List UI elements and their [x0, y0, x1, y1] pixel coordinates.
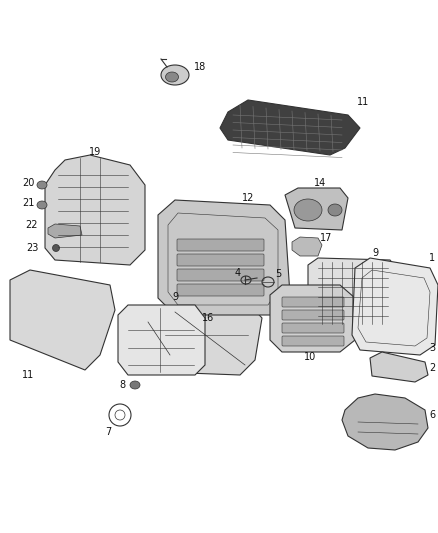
FancyBboxPatch shape [177, 254, 264, 266]
Ellipse shape [130, 381, 140, 389]
FancyBboxPatch shape [282, 336, 344, 346]
Polygon shape [292, 237, 322, 256]
Text: 9: 9 [372, 248, 378, 258]
Polygon shape [352, 258, 438, 355]
Text: 19: 19 [89, 147, 101, 157]
Text: 9: 9 [172, 292, 178, 302]
Polygon shape [10, 270, 115, 370]
Ellipse shape [53, 245, 60, 252]
FancyBboxPatch shape [177, 284, 264, 296]
FancyBboxPatch shape [177, 239, 264, 251]
Polygon shape [220, 100, 360, 155]
Text: 7: 7 [105, 427, 111, 437]
Ellipse shape [37, 201, 47, 209]
Polygon shape [270, 285, 355, 352]
Polygon shape [308, 258, 400, 328]
Text: 17: 17 [320, 233, 332, 243]
Text: 12: 12 [242, 193, 254, 203]
Polygon shape [158, 200, 290, 315]
Text: 5: 5 [275, 269, 281, 279]
Ellipse shape [328, 204, 342, 216]
Polygon shape [342, 394, 428, 450]
Text: 11: 11 [22, 370, 34, 380]
Text: 16: 16 [202, 313, 214, 323]
Text: 6: 6 [429, 410, 435, 420]
Polygon shape [118, 305, 205, 375]
Text: 8: 8 [119, 380, 125, 390]
FancyBboxPatch shape [282, 297, 344, 307]
Text: 4: 4 [235, 268, 241, 278]
Text: 1: 1 [429, 253, 435, 263]
Text: 11: 11 [357, 97, 369, 107]
Ellipse shape [166, 72, 179, 82]
FancyBboxPatch shape [282, 323, 344, 333]
Text: 20: 20 [22, 178, 34, 188]
Text: 21: 21 [22, 198, 34, 208]
Text: 18: 18 [194, 62, 206, 72]
Text: 2: 2 [429, 363, 435, 373]
Polygon shape [150, 305, 262, 375]
FancyBboxPatch shape [282, 310, 344, 320]
Text: 10: 10 [304, 352, 316, 362]
Text: 14: 14 [314, 178, 326, 188]
Text: 22: 22 [26, 220, 38, 230]
Polygon shape [370, 352, 428, 382]
Polygon shape [48, 224, 82, 238]
Ellipse shape [294, 199, 322, 221]
FancyBboxPatch shape [177, 269, 264, 281]
Ellipse shape [161, 65, 189, 85]
Ellipse shape [37, 181, 47, 189]
Text: 3: 3 [429, 343, 435, 353]
Polygon shape [45, 155, 145, 265]
Text: 23: 23 [26, 243, 38, 253]
Polygon shape [285, 188, 348, 230]
